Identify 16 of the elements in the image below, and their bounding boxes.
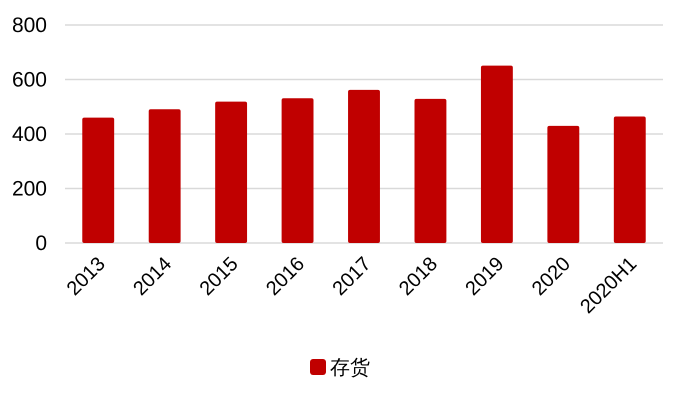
y-tick-label: 800 — [12, 14, 47, 37]
bar — [82, 118, 114, 243]
bar — [215, 102, 248, 243]
bar — [480, 66, 513, 243]
y-tick-label: 400 — [12, 123, 47, 146]
legend: 存货 — [310, 357, 370, 379]
bar — [414, 98, 446, 243]
bar — [614, 116, 646, 243]
bar — [148, 109, 181, 243]
y-tick-label: 600 — [12, 68, 47, 92]
bar — [348, 90, 380, 243]
bar — [547, 126, 580, 243]
y-tick-label: 200 — [12, 178, 47, 200]
legend-label: 存货 — [330, 357, 370, 379]
bar — [282, 98, 314, 243]
y-tick-label: 0 — [35, 232, 47, 255]
